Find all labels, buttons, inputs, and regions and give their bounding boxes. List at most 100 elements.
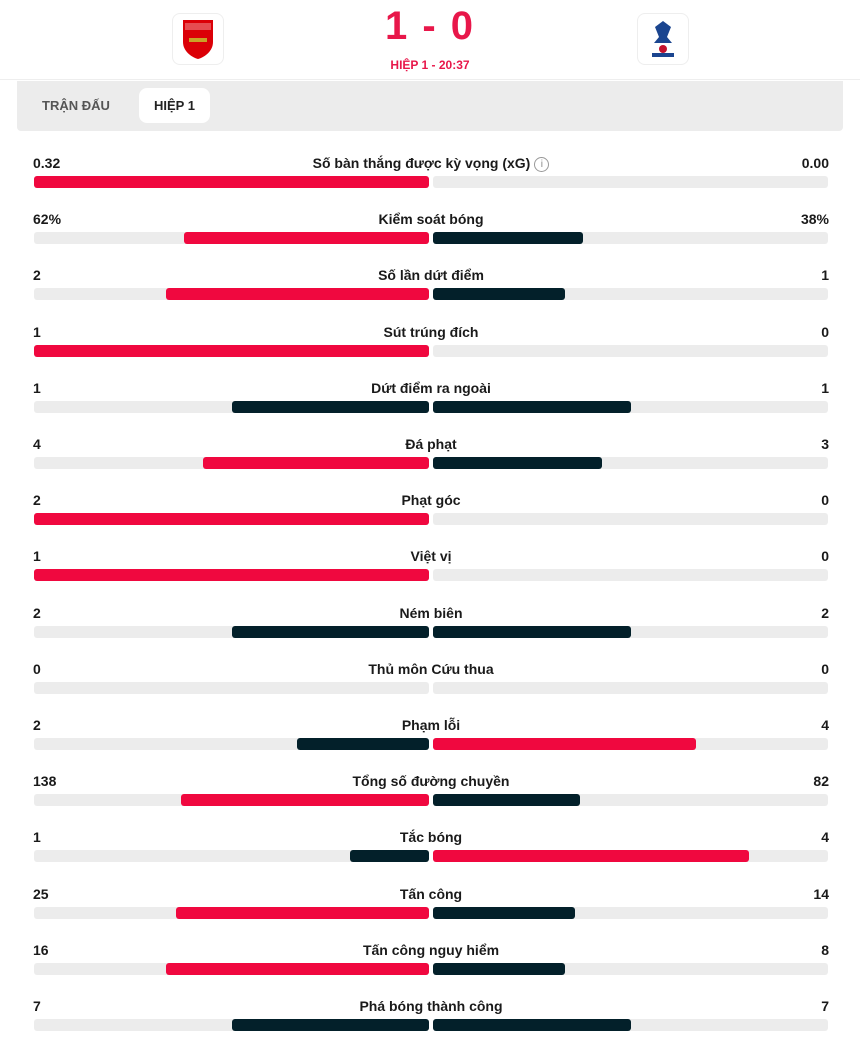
stat-label: Phạm lỗi [401,717,461,733]
away-bar-fill [433,962,565,975]
home-bar-track [34,962,429,975]
home-bar-fill [203,457,429,469]
home-bar-track [34,344,429,357]
stat-label: Phạt góc [401,492,461,509]
home-value: 25 [33,885,49,902]
stat-row: 2 Phạm lỗi 4 [33,717,829,757]
home-bar-fill [231,1019,429,1031]
stat-row: 1 Tắc bóng 4 [33,829,829,869]
away-bar-track [433,176,828,188]
stat-label: Số lần dứt điểm [378,267,484,284]
away-bar-fill [433,1019,631,1031]
home-team-logo[interactable] [172,13,224,65]
home-bar-fill [175,906,429,919]
stat-row: 2 Ném biên 2 [33,605,829,645]
away-value: 14 [813,885,829,902]
home-bar-fill [350,850,429,863]
home-value: 1 [33,548,41,565]
home-bar-track [34,1019,429,1031]
away-value: 1 [821,267,829,284]
stat-label: Tắc bóng [399,829,463,846]
away-bar-track [433,681,828,694]
away-bar-fill [433,850,749,863]
crystal-palace-crest-icon [652,21,674,57]
period-tabs: TRẬN ĐẤU HIỆP 1 [17,81,843,131]
away-bar-fill [433,794,581,807]
stat-row: 7 Phá bóng thành công 7 [33,998,829,1038]
stat-row: 1 Sút trúng đích 0 [33,324,829,364]
away-value: 0 [821,660,829,677]
home-bar-track [34,457,429,469]
home-value: 7 [33,998,41,1014]
home-bar-fill [297,738,429,750]
home-bar-track [34,288,429,301]
away-bar-track [433,232,828,245]
away-value: 8 [821,941,829,958]
stat-row: 25 Tấn công 14 [33,886,829,926]
stat-label: Đá phạt [405,436,457,452]
match-header: 1 - 0 HIỆP 1 - 20:37 [0,0,860,80]
home-bar-fill [184,232,429,245]
away-bar-fill [433,400,631,413]
away-value: 82 [813,773,829,790]
home-value: 0.32 [33,155,61,171]
home-value: 2 [33,604,41,621]
home-value: 62% [33,211,62,228]
away-bar-fill [433,288,565,301]
home-value: 2 [33,492,41,509]
away-value: 3 [821,436,829,452]
away-value: 0 [821,548,829,565]
home-bar-track [34,681,429,694]
stat-label: Việt vị [410,548,452,565]
home-bar-fill [231,400,429,413]
away-bar-fill [433,906,575,919]
home-value: 16 [33,941,49,958]
away-value: 7 [821,998,829,1014]
stat-label: Dứt điểm ra ngoài [371,379,491,396]
stat-row: 138 Tổng số đường chuyền 82 [33,773,829,813]
home-bar-fill [165,962,429,975]
stat-label: Tấn công [399,885,463,902]
away-bar-track [433,1019,828,1031]
stat-row: 1 Việt vị 0 [33,548,829,588]
away-bar-track [433,344,828,357]
home-bar-fill [34,513,429,526]
away-bar-fill [433,625,631,638]
away-bar-track [433,738,828,750]
home-bar-track [34,906,429,919]
stat-row: 2 Phạt góc 0 [33,492,829,532]
stat-row: 2 Số lần dứt điểm 1 [33,267,829,307]
home-value: 1 [33,829,41,846]
score: 1 - 0 [384,4,476,48]
home-value: 4 [33,436,41,452]
home-bar-fill [34,176,429,188]
home-bar-track [34,176,429,188]
away-bar-fill [433,457,603,469]
home-bar-track [34,232,429,245]
away-bar-track [433,794,828,807]
home-bar-fill [165,288,429,301]
stat-label: Tấn công nguy hiểm [362,941,500,958]
away-team-logo[interactable] [637,13,689,65]
arsenal-crest-icon [183,20,213,59]
stat-row: 1 Dứt điểm ra ngoài 1 [33,380,829,420]
away-bar-track [433,906,828,919]
stat-label: Ném biên [399,604,463,621]
away-bar-track [433,850,828,863]
stat-label: Sút trúng đích [383,323,479,340]
match-period-clock: HIỆP 1 - 20:37 [390,58,470,72]
home-bar-fill [34,569,429,582]
tab-first-half[interactable]: HIỆP 1 [139,88,210,123]
info-icon[interactable]: i [534,157,550,172]
away-value: 1 [821,379,829,396]
home-value: 2 [33,267,41,284]
home-bar-track [34,625,429,638]
home-bar-track [34,569,429,582]
away-bar-fill [433,738,697,750]
stat-label: Phá bóng thành công [359,998,503,1014]
home-value: 2 [33,717,41,733]
stat-label: Tổng số đường chuyền [352,773,510,790]
tab-match[interactable]: TRẬN ĐẤU [42,98,110,113]
home-bar-track [34,400,429,413]
home-value: 1 [33,323,41,340]
